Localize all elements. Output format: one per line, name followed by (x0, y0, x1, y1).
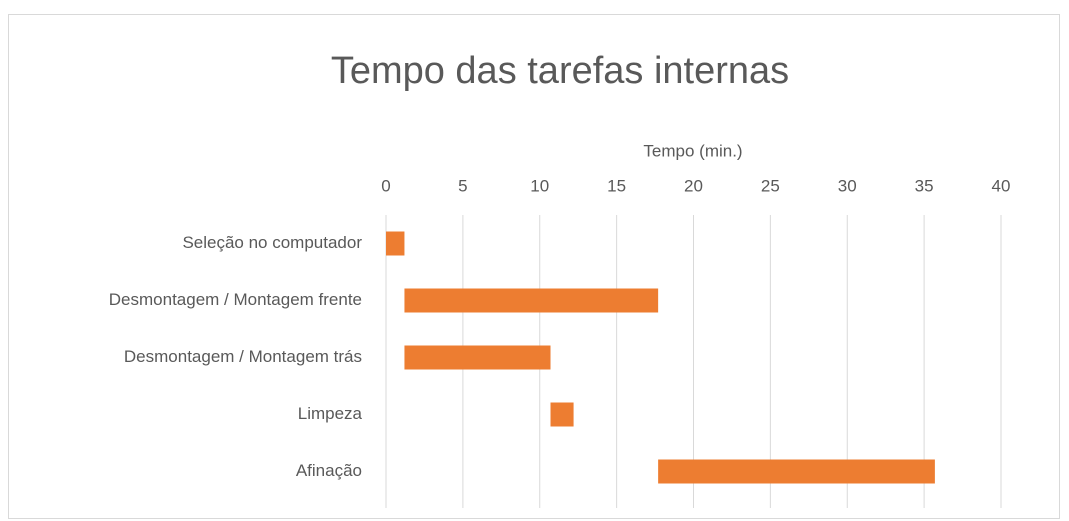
bar (386, 231, 405, 256)
bar (404, 345, 551, 370)
bar (404, 288, 659, 313)
y-tick-label: Seleção no computador (182, 233, 362, 252)
y-tick-label: Afinação (296, 461, 362, 480)
bar (550, 402, 574, 427)
x-tick-label: 15 (607, 176, 626, 195)
x-tick-label: 10 (530, 176, 549, 195)
x-tick-label: 30 (838, 176, 857, 195)
x-tick-label: 40 (992, 176, 1011, 195)
x-tick-label: 0 (381, 176, 390, 195)
x-tick-label: 20 (684, 176, 703, 195)
y-tick-label: Limpeza (298, 404, 363, 423)
x-tick-label: 25 (761, 176, 780, 195)
y-tick-label: Desmontagem / Montagem frente (109, 290, 362, 309)
x-tick-label: 5 (458, 176, 467, 195)
x-tick-label: 35 (915, 176, 934, 195)
chart-frame (8, 14, 1060, 519)
x-axis-title: Tempo (min.) (643, 141, 742, 160)
bar (658, 459, 935, 484)
y-tick-label: Desmontagem / Montagem trás (124, 347, 362, 366)
chart-title: Tempo das tarefas internas (331, 50, 789, 92)
